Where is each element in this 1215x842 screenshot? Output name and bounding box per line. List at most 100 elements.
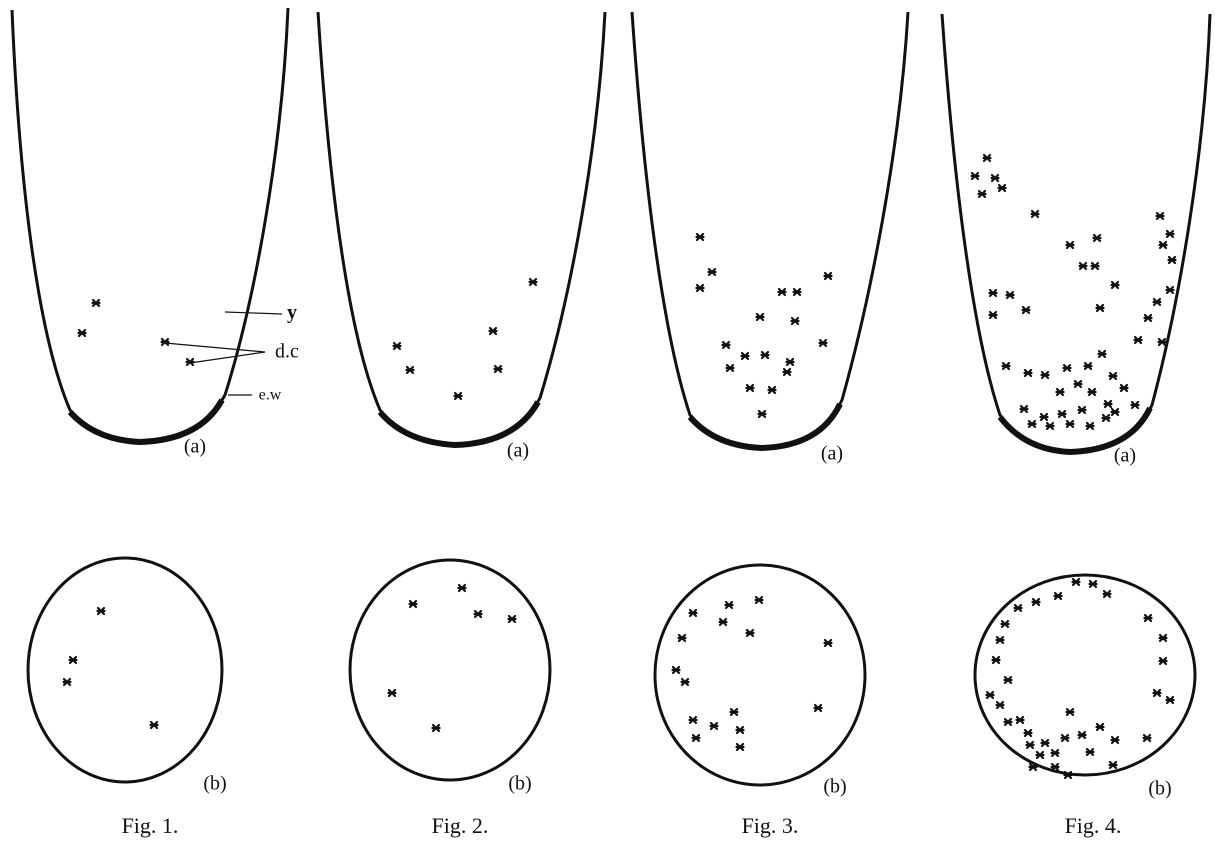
- cell-dot: [1053, 591, 1063, 601]
- leader-line: [189, 351, 266, 364]
- figure-caption: Fig. 3.: [742, 813, 799, 838]
- cell-dot: [1003, 717, 1013, 727]
- cell-dot: [457, 583, 467, 593]
- cell-dot: [528, 277, 538, 287]
- cell-dot: [1110, 280, 1120, 290]
- cell-dot: [995, 635, 1005, 645]
- cell-dot: [1087, 387, 1097, 397]
- tube-end-wall: [377, 400, 541, 449]
- leader-line: [224, 311, 283, 315]
- cell-dot: [1108, 371, 1118, 381]
- cell-dot: [1023, 368, 1033, 378]
- cell-dot: [823, 638, 833, 648]
- cell-dot: [160, 337, 170, 347]
- figure-label-b: (b): [203, 773, 226, 795]
- leader-lines: [164, 311, 283, 396]
- cell-dot: [453, 391, 463, 401]
- cell-dot: [62, 677, 72, 687]
- cell-dot: [1167, 255, 1177, 265]
- cell-dot: [688, 715, 698, 725]
- cell-dot: [473, 609, 483, 619]
- cross-sections: [26, 556, 1197, 787]
- annotation: e.w: [259, 387, 282, 404]
- annotation: d.c: [275, 341, 299, 363]
- cell-dot: [1155, 211, 1165, 221]
- cell-dot: [1003, 675, 1013, 685]
- section-outline: [348, 558, 552, 782]
- cell-dot: [1092, 233, 1102, 243]
- cell-dot: [1050, 762, 1060, 772]
- cell-dot: [1152, 688, 1162, 698]
- cell-dot: [718, 617, 728, 627]
- cell-dot: [755, 312, 765, 322]
- cell-dot: [1130, 400, 1140, 410]
- cell-dot: [1000, 619, 1010, 629]
- cell-dot: [1065, 240, 1075, 250]
- cell-dot: [1040, 738, 1050, 748]
- cell-dot: [1095, 722, 1105, 732]
- cell-dot: [735, 725, 745, 735]
- section-outline: [973, 573, 1197, 777]
- cell-dot: [757, 409, 767, 419]
- cell-dot: [1025, 740, 1035, 750]
- figure-label-b: (b): [823, 776, 846, 798]
- cell-dot: [709, 721, 719, 731]
- cell-dot: [1055, 387, 1065, 397]
- cell-dot: [997, 183, 1007, 193]
- annotation: y: [287, 302, 297, 324]
- cell-dot: [1077, 730, 1087, 740]
- cell-dot: [724, 600, 734, 610]
- cell-dot: [1101, 413, 1111, 423]
- cell-dot: [1050, 748, 1060, 758]
- cell-dot: [185, 357, 195, 367]
- cell-dot: [1143, 613, 1153, 623]
- cell-dot: [1023, 728, 1033, 738]
- tube-end-wall: [997, 406, 1153, 456]
- cell-dot: [1083, 361, 1093, 371]
- cell-dot: [1090, 261, 1100, 271]
- cell-dot: [988, 288, 998, 298]
- cell-dot: [1085, 747, 1095, 757]
- cell-dot: [488, 326, 498, 336]
- cell-dot: [995, 700, 1005, 710]
- cell-dot: [1060, 733, 1070, 743]
- cell-dot: [1073, 379, 1083, 389]
- cell-dot: [77, 328, 87, 338]
- cell-dot: [792, 287, 802, 297]
- cell-dot: [688, 608, 698, 618]
- cell-dot: [392, 341, 402, 351]
- cell-dot: [1015, 715, 1025, 725]
- figure-caption: Fig. 4.: [1065, 813, 1122, 838]
- tube-outline: [10, 7, 290, 444]
- cell-dot: [507, 614, 517, 624]
- cell-dot: [1165, 285, 1175, 295]
- cell-dot: [1108, 760, 1118, 770]
- figure-label-b: (b): [1148, 778, 1171, 800]
- cell-dot: [1045, 421, 1055, 431]
- cell-dot: [1027, 419, 1037, 429]
- figure-label-a: (a): [1114, 445, 1136, 467]
- cell-dot: [493, 364, 503, 374]
- cell-dot: [990, 173, 1000, 183]
- cell-dot: [1063, 770, 1073, 780]
- cell-dot: [405, 365, 415, 375]
- cell-dot: [680, 677, 690, 687]
- cell-dot: [1028, 762, 1038, 772]
- cell-dot: [149, 720, 159, 730]
- figure-caption: Fig. 2.: [432, 813, 489, 838]
- cell-dot: [782, 367, 792, 377]
- cell-dot: [1085, 421, 1095, 431]
- cell-dot: [785, 357, 795, 367]
- cell-dot: [1013, 603, 1023, 613]
- tube-end-wall: [687, 402, 843, 452]
- cell-dot: [777, 287, 787, 297]
- cell-dot: [91, 298, 101, 308]
- cell-dot: [1057, 409, 1067, 419]
- cell-dot: [1078, 261, 1088, 271]
- cell-dot: [982, 153, 992, 163]
- cell-dot: [1133, 335, 1143, 345]
- cell-dot: [408, 599, 418, 609]
- tubes: [10, 7, 1212, 456]
- cell-dot: [1062, 363, 1072, 373]
- cell-dot: [1005, 290, 1015, 300]
